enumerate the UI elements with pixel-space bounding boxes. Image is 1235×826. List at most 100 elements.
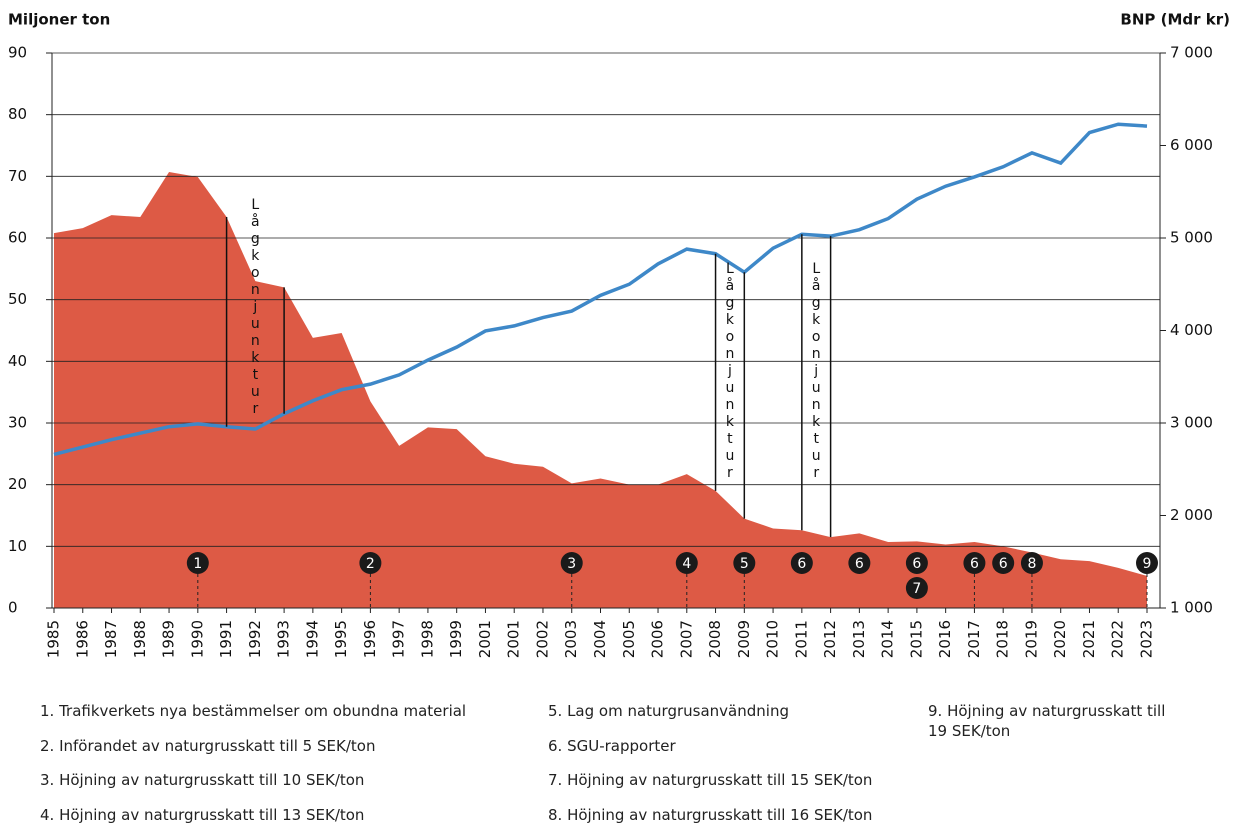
x-tick-label: 1989 <box>160 620 178 658</box>
x-tick-label: 2006 <box>649 620 667 658</box>
x-tick-label: 1988 <box>131 620 149 658</box>
x-tick-label: 2007 <box>677 620 695 658</box>
marker-label: 6 <box>797 556 806 572</box>
note: 8. Höjning av naturgrusskatt till 16 SEK… <box>548 805 873 824</box>
y-tick-label: 20 <box>8 475 27 493</box>
y2-tick-label: 7 000 <box>1170 44 1213 62</box>
line <box>53 122 1148 457</box>
x-tick-label: 1991 <box>217 620 235 658</box>
y-tick-label: 40 <box>8 352 27 370</box>
y2-tick-label: 1 000 <box>1170 599 1213 617</box>
x-tick-label: 2001 <box>476 620 494 658</box>
note: 2. Införandet av naturgrusskatt till 5 S… <box>40 736 376 755</box>
x-tick-label: 2016 <box>936 620 954 658</box>
x-tick-label: 2012 <box>821 620 839 658</box>
x-tick-label: 2023 <box>1138 620 1156 658</box>
marker <box>992 552 1015 574</box>
x-tick-label: 2013 <box>850 620 868 658</box>
marker-label: 6 <box>912 556 921 572</box>
x-tick-label: 1995 <box>332 620 350 658</box>
recession-label: Lågkonjunktur <box>721 261 738 483</box>
marker-label: 6 <box>855 556 864 572</box>
marker-label: 4 <box>682 556 691 572</box>
marker <box>790 552 813 574</box>
x-tick-label: 2014 <box>879 620 897 658</box>
recession-label: Lågkonjunktur <box>808 260 825 482</box>
marker-label: 6 <box>999 556 1008 572</box>
x-tick-label: 2019 <box>1022 620 1040 658</box>
marker-label: 8 <box>1027 556 1036 572</box>
y-tick-label: 70 <box>8 167 27 185</box>
x-tick-label: 1992 <box>246 620 264 658</box>
x-tick-label: 2017 <box>965 620 983 658</box>
marker-label: 6 <box>970 556 979 572</box>
y2-tick-label: 4 000 <box>1170 321 1213 339</box>
x-tick-label: 2002 <box>533 620 551 658</box>
x-tick-label: 1986 <box>73 620 91 658</box>
y-tick-label: 80 <box>8 105 27 123</box>
marker <box>963 552 986 574</box>
marker <box>905 552 928 574</box>
y-tick-label: 0 <box>8 599 18 617</box>
x-tick-label: 2003 <box>562 620 580 658</box>
marker <box>186 552 209 574</box>
y-tick-label: 50 <box>8 290 27 308</box>
marker <box>560 552 583 574</box>
y2-axis-title: BNP (Mdr kr) <box>1120 11 1230 29</box>
x-tick-label: 2004 <box>591 620 609 658</box>
x-tick-label: 1997 <box>390 620 408 658</box>
x-tick-label: 2011 <box>792 620 810 658</box>
marker <box>1020 552 1043 574</box>
x-tick-label: 1990 <box>188 620 206 658</box>
x-tick-label: 2015 <box>907 620 925 658</box>
x-tick-label: 2010 <box>764 620 782 658</box>
marker <box>1136 552 1158 574</box>
y-tick-label: 90 <box>8 44 27 62</box>
x-tick-label: 2018 <box>994 620 1012 658</box>
marker-label: 3 <box>567 556 576 572</box>
note: 1. Trafikverkets nya bestämmelser om obu… <box>40 702 467 720</box>
marker-label: 5 <box>740 556 749 572</box>
y-tick-label: 10 <box>8 537 27 555</box>
marker-label: 9 <box>1143 556 1152 572</box>
x-tick-label: 1985 <box>45 620 63 658</box>
y2-tick-label: 6 000 <box>1170 136 1213 154</box>
marker <box>733 552 756 574</box>
x-tick-label: 1993 <box>275 620 293 658</box>
y-axis-title: Miljoner ton <box>8 11 110 29</box>
area <box>54 172 1147 608</box>
x-tick-label: 1998 <box>418 620 436 658</box>
x-tick-label: 1994 <box>303 620 321 658</box>
note: 6. SGU-rapporter <box>548 736 676 755</box>
note: 7. Höjning av naturgrusskatt till 15 SEK… <box>548 771 873 789</box>
y-tick-label: 60 <box>8 229 27 247</box>
x-tick-label: 2022 <box>1109 620 1127 658</box>
marker <box>905 577 928 599</box>
x-tick-label: 2021 <box>1080 620 1098 658</box>
marker <box>675 552 698 574</box>
y2-tick-label: 5 000 <box>1170 229 1213 247</box>
note: 9. Höjning av naturgrusskatt till 19 SEK… <box>928 702 1166 740</box>
note: 4. Höjning av naturgrusskatt till 13 SEK… <box>40 805 365 824</box>
marker-label: 7 <box>912 581 921 597</box>
recession-label: Lågkonjunktur <box>247 196 264 418</box>
x-tick-label: 1996 <box>361 620 379 658</box>
marker-label: 1 <box>193 556 202 572</box>
x-tick-label: 1987 <box>102 620 120 658</box>
note: 3. Höjning av naturgrusskatt till 10 SEK… <box>40 771 365 789</box>
marker-label: 2 <box>366 556 375 572</box>
marker <box>848 552 871 574</box>
y2-tick-label: 2 000 <box>1170 506 1213 524</box>
y2-tick-label: 3 000 <box>1170 414 1213 432</box>
x-tick-label: 2020 <box>1051 620 1069 658</box>
note: 5. Lag om naturgrusanvändning <box>548 702 789 720</box>
y-tick-label: 30 <box>8 414 27 432</box>
x-tick-label: 2005 <box>620 620 638 658</box>
x-tick-label: 2009 <box>735 620 753 658</box>
x-tick-label: 2001 <box>505 620 523 658</box>
x-tick-label: 1999 <box>447 620 465 658</box>
marker <box>359 552 382 574</box>
x-tick-label: 2008 <box>706 620 724 658</box>
